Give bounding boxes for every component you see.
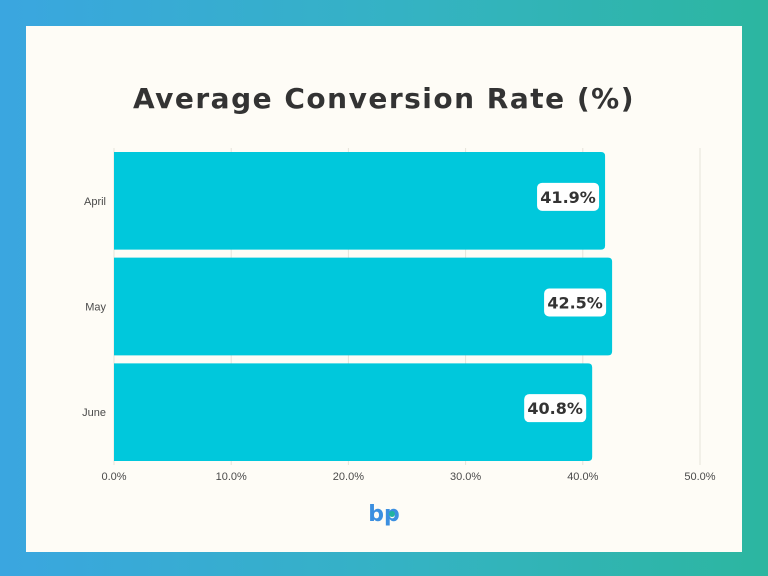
x-tick-label: 10.0% — [216, 471, 247, 483]
bar-april — [114, 152, 606, 250]
x-tick-label: 20.0% — [333, 471, 364, 483]
data-label-june: 40.8% — [524, 394, 587, 423]
data-label-box — [544, 288, 607, 317]
data-label-text: 40.8% — [527, 399, 583, 418]
chart-title: Average Conversion Rate (%) — [132, 82, 636, 115]
category-label: May — [85, 302, 106, 314]
bar-june — [114, 363, 593, 461]
bp-logo-text: bp — [368, 502, 400, 527]
category-labels: April May June — [82, 196, 106, 419]
data-label-box — [537, 182, 600, 211]
x-tick-label: 30.0% — [450, 471, 481, 483]
bar-may — [114, 257, 613, 356]
data-label-text: 42.5% — [547, 294, 603, 313]
x-tick-labels: 0.0% 10.0% 20.0% 30.0% 40.0% 50.0% — [101, 471, 715, 483]
category-label: June — [82, 407, 106, 419]
data-label-april: 41.9% — [537, 182, 600, 211]
data-label-may: 42.5% — [544, 288, 607, 317]
data-labels: 41.9% 42.5% 40.8% — [524, 182, 607, 423]
category-label: April — [84, 196, 106, 208]
bp-logo-icon: bp — [368, 502, 400, 527]
x-tick-label: 40.0% — [567, 471, 598, 483]
x-tick-label: 0.0% — [101, 471, 126, 483]
bars — [114, 152, 613, 461]
data-label-text: 41.9% — [540, 188, 596, 207]
x-tick-label: 50.0% — [684, 471, 715, 483]
data-label-box — [524, 394, 587, 423]
